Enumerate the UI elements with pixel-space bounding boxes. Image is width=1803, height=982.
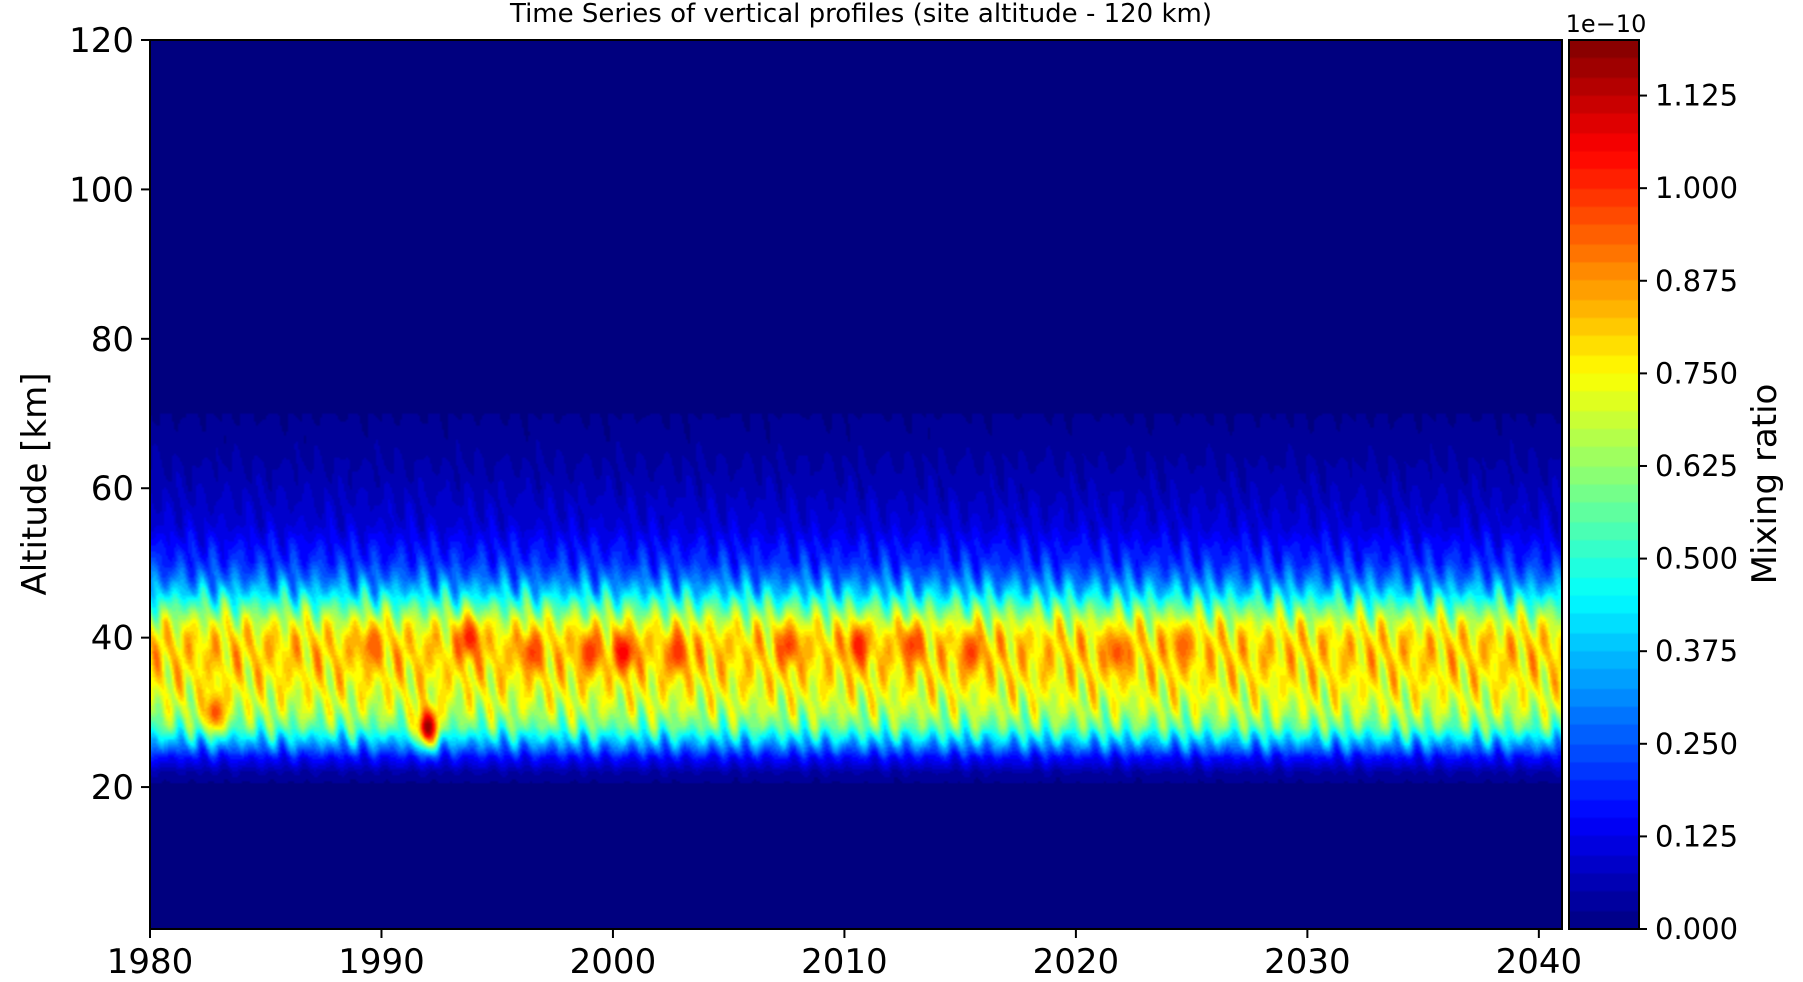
x-tick-label: 2010: [801, 942, 888, 982]
y-tick-label: 120: [69, 21, 134, 61]
x-tick-label: 2030: [1264, 942, 1351, 982]
colorbar-tick-label: 0.750: [1655, 356, 1738, 390]
y-axis-label: Altitude [km]: [15, 372, 55, 595]
x-tick-label: 2000: [570, 942, 657, 982]
x-tick-label: 1980: [107, 942, 194, 982]
y-tick-label: 40: [91, 619, 134, 659]
colorbar-gradient: [1569, 40, 1639, 929]
colorbar-tick-label: 0.500: [1655, 542, 1738, 576]
colorbar-frame: [1568, 39, 1640, 930]
colorbar-offset-label: 1e−10: [1566, 10, 1647, 38]
colorbar-tick-label: 1.000: [1655, 171, 1738, 205]
colorbar-tick-label: 0.625: [1655, 449, 1738, 483]
colorbar-tick-label: 0.000: [1655, 912, 1738, 946]
y-tick-label: 80: [91, 320, 134, 360]
plot-frame: [149, 39, 1563, 930]
colorbar-tick-label: 0.875: [1655, 264, 1738, 298]
x-axis: 1980 1990 2000 2010 2020 2030 2040: [107, 929, 1582, 982]
chart-title: Time Series of vertical profiles (site a…: [509, 0, 1212, 29]
colorbar-tick-label: 0.250: [1655, 727, 1738, 761]
colorbar-ticks: 0.000 0.125 0.250 0.375 0.500 0.625 0.750 0.875…: [1639, 79, 1738, 946]
heatmap-image: [150, 40, 1562, 929]
y-axis: 20 40 60 80 100 120: [69, 21, 150, 808]
plot-area: [149, 39, 1563, 930]
colorbar: 1e−10 Mixing ratio 0.0000.1250.2500.3750…: [1566, 10, 1785, 946]
colorbar-tick-label: 1.125: [1655, 79, 1738, 113]
colorbar-tick-label: 0.125: [1655, 819, 1738, 853]
x-tick-label: 2040: [1496, 942, 1583, 982]
colorbar-label: Mixing ratio: [1745, 384, 1785, 585]
y-tick-label: 20: [91, 768, 134, 808]
y-tick-label: 100: [69, 170, 134, 210]
y-tick-label: 60: [91, 469, 134, 509]
colorbar-tick-label: 0.375: [1655, 634, 1738, 668]
x-tick-label: 2020: [1033, 942, 1120, 982]
x-tick-label: 1990: [338, 942, 425, 982]
